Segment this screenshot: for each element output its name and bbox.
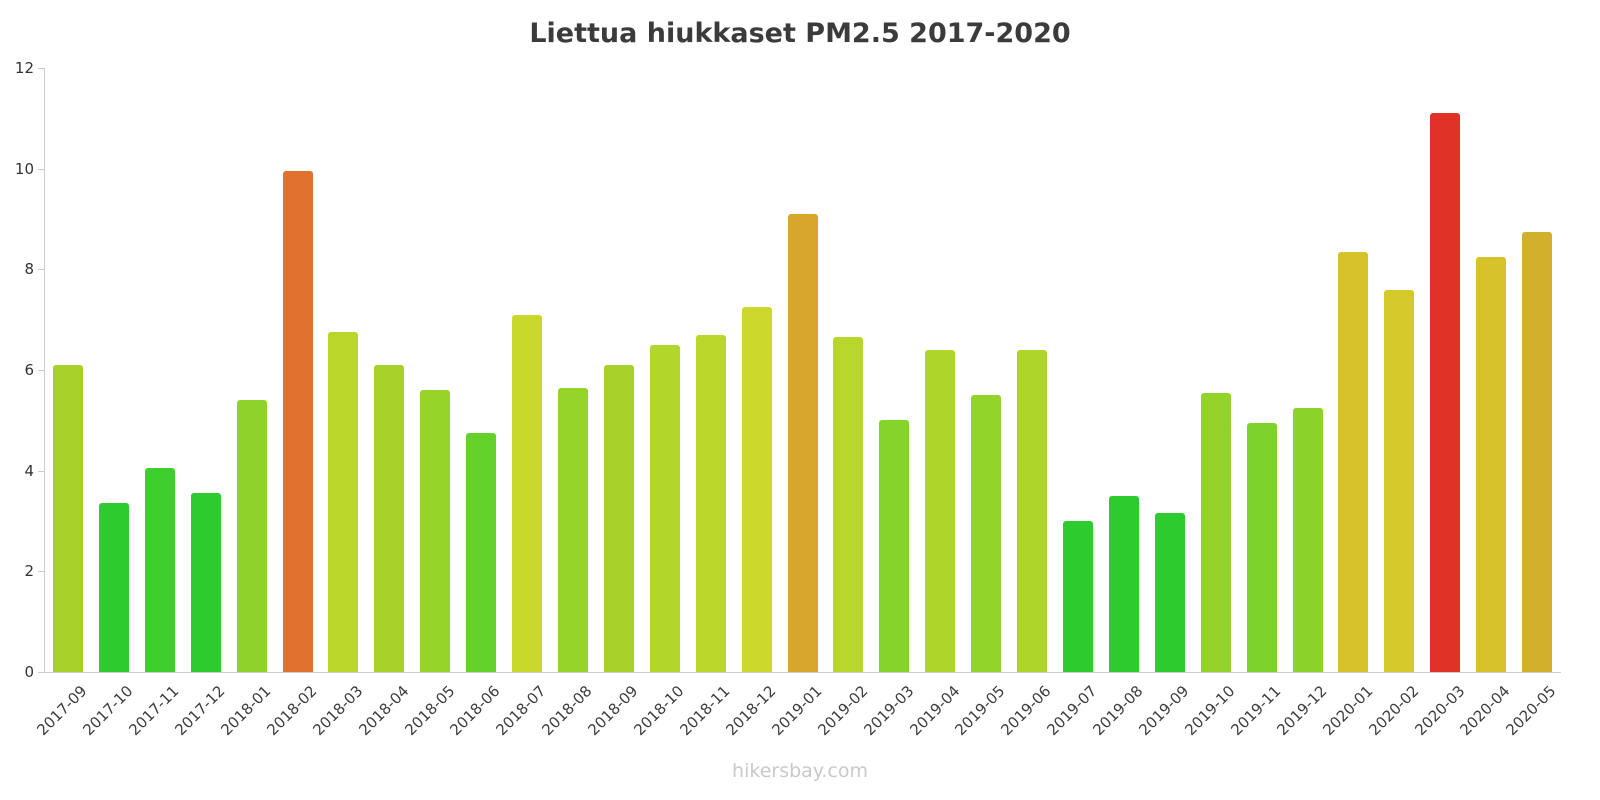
bar-2018-07 bbox=[512, 314, 542, 672]
x-tick-label: 2019-09 bbox=[1135, 682, 1193, 740]
x-tick-label: 2018-01 bbox=[217, 682, 275, 740]
bar-2018-04 bbox=[374, 365, 405, 672]
x-tick-label: 2020-01 bbox=[1319, 682, 1377, 740]
x-tick-label: 2019-02 bbox=[814, 682, 872, 740]
y-tick-label: 2 bbox=[24, 562, 34, 581]
y-tick-mark bbox=[38, 571, 44, 573]
y-tick-label: 4 bbox=[24, 461, 34, 480]
chart-title: Liettua hiukkaset PM2.5 2017-2020 bbox=[529, 18, 1071, 49]
y-tick-label: 12 bbox=[14, 59, 34, 77]
x-tick-label: 2019-01 bbox=[768, 682, 826, 740]
bar-2018-10 bbox=[649, 344, 680, 672]
bar-2019-02 bbox=[833, 337, 864, 672]
x-tick-label: 2019-04 bbox=[905, 682, 963, 740]
x-tick-label: 2017-09 bbox=[33, 682, 91, 740]
bar-2019-11 bbox=[1246, 422, 1277, 672]
bar-2020-05 bbox=[1522, 231, 1552, 672]
x-tick-label: 2019-10 bbox=[1181, 682, 1239, 740]
bar-2018-02 bbox=[282, 171, 313, 672]
bar-2017-11 bbox=[144, 468, 175, 672]
y-tick-mark bbox=[38, 68, 44, 69]
x-tick-label: 2020-02 bbox=[1364, 682, 1423, 740]
x-tick-label: 2018-02 bbox=[263, 682, 321, 740]
x-tick-label: 2020-03 bbox=[1410, 682, 1468, 740]
x-tick-label: 2019-12 bbox=[1273, 682, 1331, 740]
bar-2020-03 bbox=[1430, 113, 1461, 672]
bar-2020-04 bbox=[1476, 256, 1507, 672]
bar-2019-10 bbox=[1200, 392, 1231, 672]
bar-2019-08 bbox=[1108, 495, 1139, 672]
bar-2019-09 bbox=[1154, 513, 1185, 672]
bar-2019-01 bbox=[787, 214, 818, 672]
x-tick-label: 2018-10 bbox=[630, 682, 688, 740]
y-tick-label: 10 bbox=[14, 159, 34, 178]
y-tick-mark bbox=[38, 370, 44, 371]
x-tick-label: 2017-12 bbox=[171, 682, 229, 740]
x-tick-label: 2018-08 bbox=[538, 682, 596, 740]
x-tick-label: 2017-11 bbox=[125, 682, 183, 740]
x-tick-label: 2018-11 bbox=[676, 682, 734, 740]
y-tick-label: 6 bbox=[24, 361, 34, 379]
x-tick-label: 2019-06 bbox=[997, 682, 1055, 740]
bar-2018-05 bbox=[420, 390, 451, 672]
x-tick-label: 2019-08 bbox=[1089, 682, 1147, 740]
y-tick-mark bbox=[38, 672, 44, 673]
x-tick-label: 2018-09 bbox=[584, 682, 642, 740]
x-tick-label: 2017-10 bbox=[79, 682, 137, 740]
x-tick-label: 2019-07 bbox=[1043, 682, 1101, 740]
x-tick-label: 2019-03 bbox=[859, 682, 918, 740]
bar-2017-09 bbox=[53, 365, 83, 672]
x-tick-label: 2018-03 bbox=[309, 682, 367, 740]
x-tick-label: 2018-05 bbox=[400, 682, 458, 740]
x-tick-label: 2018-07 bbox=[492, 682, 550, 740]
bar-2019-07 bbox=[1063, 521, 1093, 672]
bar-2018-11 bbox=[695, 334, 726, 672]
bar-2018-03 bbox=[328, 332, 359, 672]
bar-2018-01 bbox=[236, 400, 267, 672]
watermark: hikersbay.com bbox=[732, 760, 868, 782]
bar-2018-06 bbox=[466, 432, 497, 672]
y-tick-mark bbox=[38, 269, 44, 271]
y-tick-mark bbox=[38, 470, 44, 472]
y-tick-label: 0 bbox=[24, 663, 34, 681]
x-tick-label: 2019-11 bbox=[1227, 682, 1285, 740]
bar-2018-09 bbox=[603, 365, 634, 672]
bar-2018-08 bbox=[558, 387, 588, 672]
x-tick-label: 2018-04 bbox=[354, 682, 413, 740]
bar-2018-12 bbox=[741, 307, 772, 672]
bar-2019-12 bbox=[1292, 407, 1323, 672]
x-tick-label: 2020-05 bbox=[1502, 682, 1560, 740]
y-tick-label: 8 bbox=[24, 260, 34, 279]
y-tick-mark bbox=[38, 168, 44, 170]
bar-2017-12 bbox=[190, 493, 221, 672]
bar-2017-10 bbox=[98, 503, 129, 672]
x-tick-label: 2018-06 bbox=[446, 682, 504, 740]
x-axis bbox=[44, 672, 1561, 673]
bar-2019-03 bbox=[879, 420, 910, 672]
x-tick-label: 2019-05 bbox=[951, 682, 1009, 740]
bar-2020-02 bbox=[1384, 289, 1415, 672]
bar-2019-04 bbox=[925, 349, 956, 672]
y-axis bbox=[44, 68, 45, 672]
x-tick-label: 2020-04 bbox=[1456, 682, 1514, 740]
bar-2019-06 bbox=[1017, 349, 1047, 672]
bar-2019-05 bbox=[971, 395, 1002, 672]
x-tick-label: 2018-12 bbox=[722, 682, 780, 740]
bar-2020-01 bbox=[1338, 251, 1369, 672]
